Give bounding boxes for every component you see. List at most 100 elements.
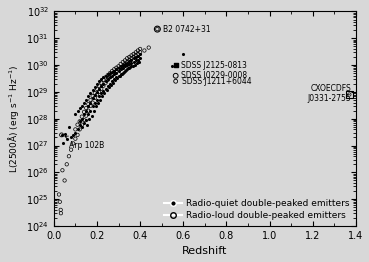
Point [115,66,121,70]
Point [86,117,92,121]
Point [346,92,352,97]
Point [133,58,139,62]
Point [122,58,128,62]
Point [87,98,93,102]
Point [108,83,114,87]
Point [81,112,87,116]
Point [99,94,105,98]
Point [77,123,83,127]
Point [59,133,65,137]
Point [137,50,143,54]
Point [101,91,107,95]
Point [117,74,123,78]
Point [75,127,80,132]
Point [111,69,117,73]
Point [107,75,113,79]
Point [100,84,106,88]
Point [122,69,128,73]
Point [125,66,131,70]
Point [107,71,113,75]
Point [85,112,91,116]
Point [109,79,115,83]
Point [105,84,111,89]
Point [133,50,139,54]
Point [128,56,134,60]
Point [85,102,91,106]
Point [68,148,74,152]
Point [135,58,141,62]
Point [103,74,108,78]
Text: SDSS J0229-0008: SDSS J0229-0008 [181,71,247,80]
Point [87,91,93,95]
Point [103,87,108,91]
Point [98,87,104,91]
Point [83,108,89,113]
Point [133,55,139,59]
Point [120,71,126,75]
Point [100,82,106,86]
Point [112,78,118,82]
Point [87,108,93,113]
Point [90,101,96,105]
Point [66,154,72,158]
Point [111,77,117,81]
Point [98,84,104,89]
Point [105,72,111,77]
Point [113,69,119,73]
Point [109,70,115,74]
Point [92,101,98,105]
Point [130,64,135,68]
Point [64,137,70,141]
Point [115,64,121,68]
Point [120,60,126,64]
Point [83,114,89,118]
Point [121,70,127,74]
Point [92,91,98,95]
Point [107,71,113,75]
Point [126,62,132,66]
Point [173,63,179,67]
Point [173,79,179,83]
Point [104,88,110,92]
Point [118,64,124,68]
Point [105,73,111,77]
Point [126,66,132,70]
Point [115,67,121,71]
Point [98,91,104,95]
Point [124,60,130,64]
Point [124,67,130,71]
Point [128,64,134,68]
Point [131,60,137,64]
Point [85,104,91,108]
Point [131,56,137,60]
Point [118,67,124,71]
Point [137,47,143,51]
Point [109,73,115,77]
Point [75,108,80,113]
Point [83,106,89,110]
Point [122,62,128,66]
Point [118,62,124,66]
Point [79,117,85,121]
Point [77,119,83,123]
Point [131,52,137,56]
Point [154,27,160,31]
Point [96,84,102,88]
Point [87,101,93,105]
Point [120,66,126,70]
Point [106,85,112,89]
Point [98,81,104,85]
Point [105,77,111,81]
Point [120,63,126,67]
Point [100,78,106,82]
Point [75,123,80,127]
Point [124,56,130,60]
Point [56,192,62,196]
Point [128,61,134,65]
Point [77,127,83,132]
Point [93,104,99,108]
Point [173,74,179,78]
X-axis label: Redshift: Redshift [182,247,228,256]
Point [111,67,117,71]
Point [100,89,106,93]
